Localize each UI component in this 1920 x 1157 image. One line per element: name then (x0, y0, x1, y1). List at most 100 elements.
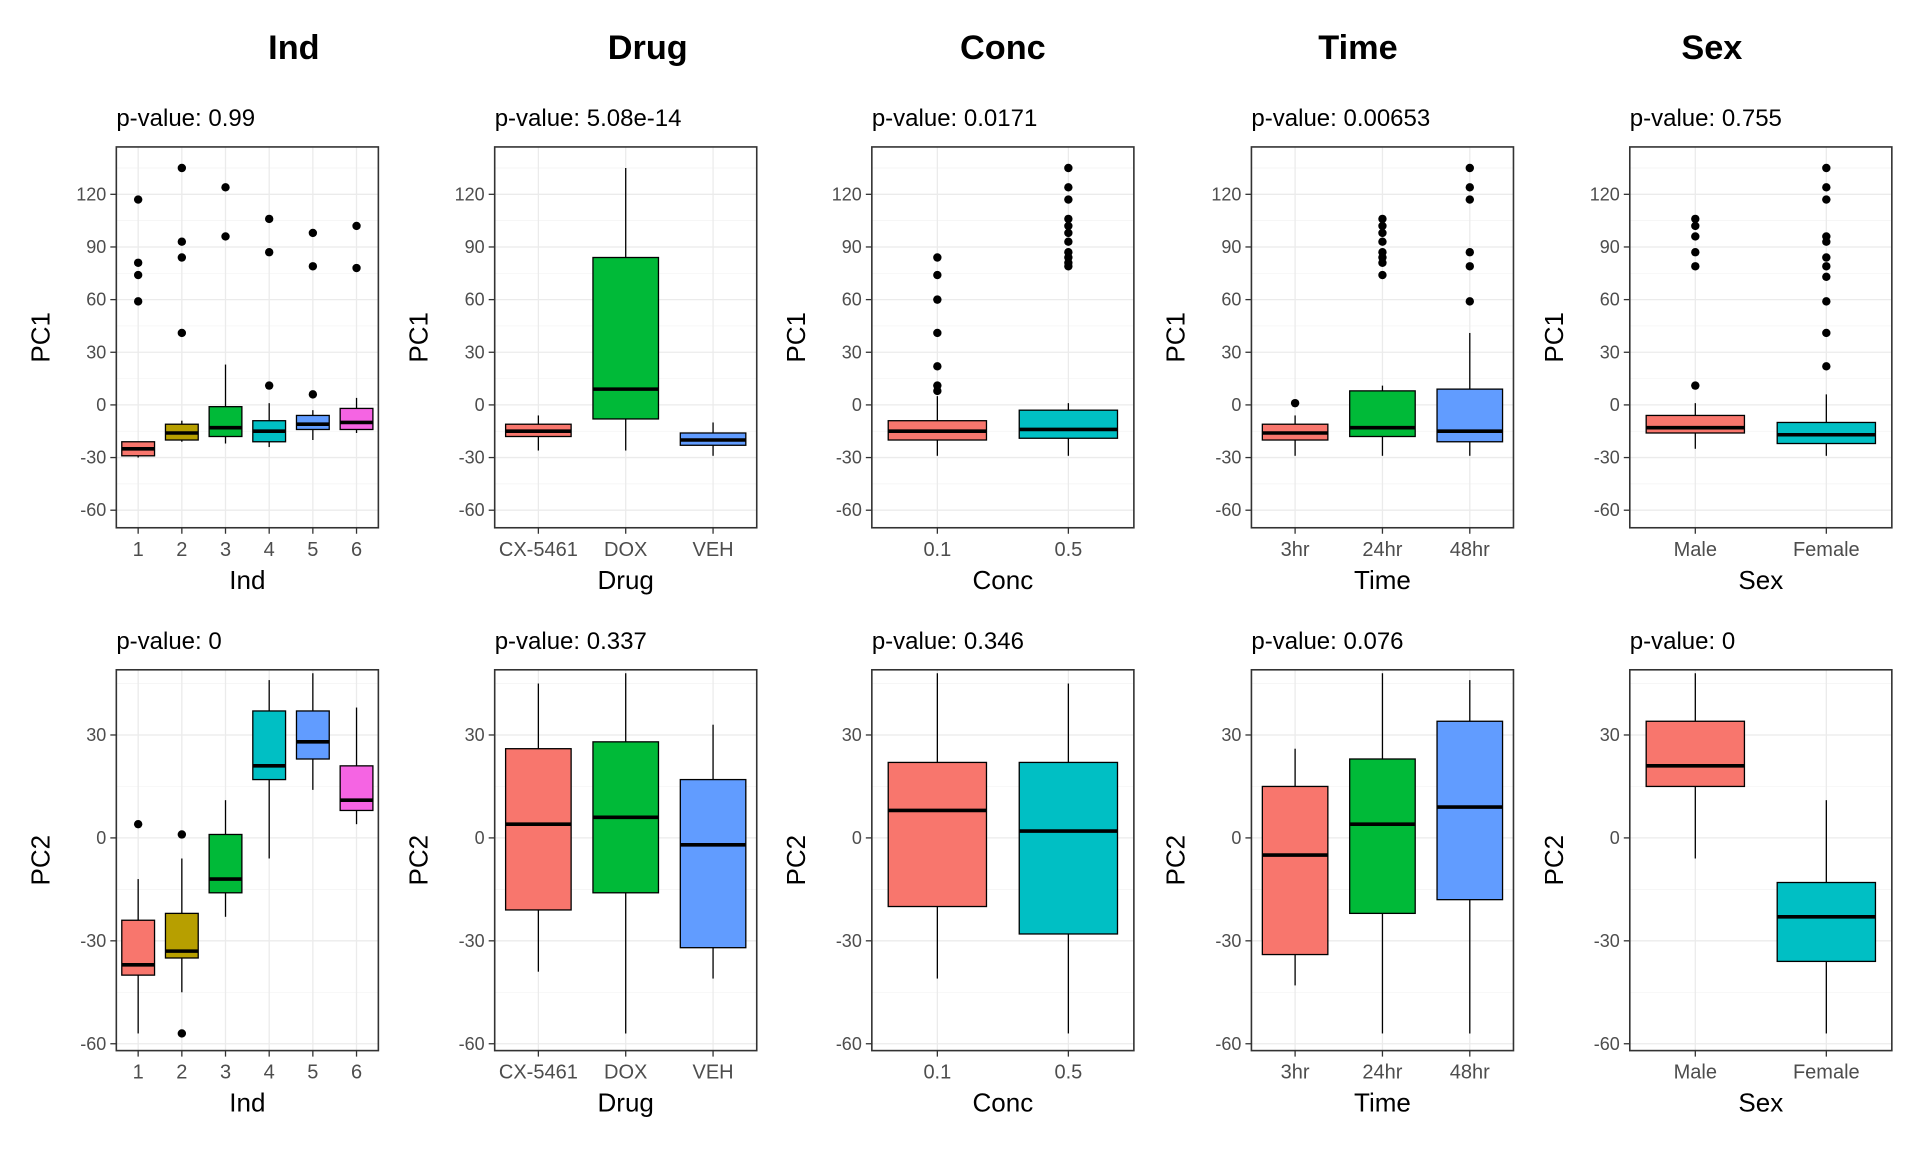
box-body (887, 761, 988, 908)
x-tick-label: 24hr (1362, 539, 1402, 561)
x-axis-title: Drug (598, 1088, 654, 1118)
y-tick-label: -60 (836, 500, 862, 520)
box-2 (164, 830, 199, 1038)
y-axis: -60 -30 0 30 60 90 120 (1590, 184, 1630, 520)
y-tick-label: 0 (96, 828, 106, 848)
y-axis: -60 -30 0 30 (1594, 725, 1630, 1054)
y-tick-label: -30 (459, 931, 485, 951)
y-tick-label: 60 (86, 290, 106, 310)
box-5 (295, 228, 330, 441)
y-tick-label: 30 (842, 725, 862, 745)
y-axis-title: PC2 (25, 835, 55, 886)
panel-background (116, 146, 379, 528)
outlier-point (1822, 163, 1831, 173)
y-tick-label: -60 (459, 1034, 485, 1054)
y-tick-label: 120 (1211, 184, 1241, 204)
x-axis: Male Female (1674, 1050, 1860, 1084)
y-tick-label: -30 (1594, 931, 1620, 951)
x-axis-title: Conc (973, 1088, 1034, 1118)
x-tick-label: Female (1793, 1062, 1860, 1084)
outlier-point (177, 253, 187, 262)
y-axis-title: PC1 (404, 312, 434, 363)
outlier-point (933, 328, 942, 338)
y-axis-title: PC2 (1160, 835, 1190, 886)
y-tick-label: 120 (832, 184, 862, 204)
y-tick-label: -60 (459, 500, 485, 520)
y-tick-label: 0 (1610, 395, 1620, 415)
x-axis-title: Ind (229, 565, 265, 595)
column-title-conc: Conc (960, 29, 1046, 67)
y-tick-label: -60 (1594, 500, 1620, 520)
x-axis: 3hr 24hr 48hr (1281, 527, 1490, 561)
outlier-point (1064, 183, 1073, 192)
x-axis-title: Conc (973, 565, 1034, 595)
y-tick-label: 30 (1600, 725, 1620, 745)
outlier-point (1822, 328, 1831, 338)
x-tick-label: 5 (307, 1062, 318, 1084)
panel-border (1628, 146, 1893, 529)
x-tick-label: 0.5 (1054, 1062, 1082, 1084)
outlier-point (221, 232, 230, 241)
x-axis-title: Sex (1738, 1088, 1783, 1118)
box-24hr (1349, 214, 1416, 456)
box-1 (121, 195, 156, 458)
outlier-point (1064, 262, 1073, 271)
box-body (121, 919, 156, 976)
box-veh (679, 422, 747, 456)
y-tick-label: 120 (455, 184, 485, 204)
outlier-point (1465, 163, 1474, 173)
outlier-point (177, 237, 187, 246)
panel-border (1628, 668, 1893, 1052)
y-axis-title: PC2 (404, 835, 434, 886)
outlier-point (308, 262, 318, 271)
outlier-point (1064, 195, 1073, 204)
box-24hr (1349, 673, 1416, 1034)
x-tick-label: CX-5461 (499, 539, 578, 561)
panel-subtitle: p-value: 0.99 (116, 105, 255, 132)
outlier-point (1465, 183, 1474, 192)
y-tick-label: 0 (852, 828, 862, 848)
outlier-point (177, 1029, 187, 1038)
panel-pc1-sex: -60 -30 0 30 60 90 120 Male Female p-value: 0.755… (1539, 105, 1893, 595)
x-tick-label: 24hr (1362, 1062, 1402, 1084)
y-tick-label: -30 (1215, 931, 1241, 951)
box-body (1776, 881, 1877, 963)
x-tick-label: 48hr (1450, 1062, 1490, 1084)
box-body (1349, 758, 1416, 915)
box-body (1018, 761, 1119, 935)
y-tick-label: 60 (1221, 290, 1241, 310)
outlier-point (1378, 258, 1387, 267)
outlier-point (1822, 272, 1831, 282)
y-axis-title: PC2 (781, 835, 811, 886)
x-axis-title: Ind (229, 1088, 265, 1118)
y-tick-label: 90 (465, 237, 485, 257)
x-tick-label: 0.1 (923, 1062, 951, 1084)
box-body (504, 748, 572, 911)
y-axis: -60 -30 0 30 60 90 120 (76, 184, 117, 520)
y-axis: -60 -30 0 30 (459, 725, 495, 1054)
x-tick-label: 6 (351, 1062, 362, 1084)
grid-lines (116, 146, 379, 528)
outlier-point (1465, 262, 1474, 271)
x-axis: 3hr 24hr 48hr (1281, 1050, 1490, 1084)
y-axis: -60 -30 0 30 (1215, 725, 1252, 1054)
box-3 (208, 800, 243, 917)
panel-pc1-time: -60 -30 0 30 60 90 120 3hr 24hr 48hr p-value: 0.00… (1160, 105, 1515, 595)
panel-pc2-drug: -60 -30 0 30 CX-5461 DOX VEH p-value: 0.337 Drug… (404, 628, 758, 1118)
panel-border (493, 668, 758, 1052)
x-axis-title: Drug (598, 565, 654, 595)
panel-subtitle: p-value: 5.08e-14 (495, 105, 682, 132)
y-tick-label: -60 (836, 1034, 862, 1054)
y-tick-label: 30 (1221, 725, 1241, 745)
x-tick-label: VEH (692, 1062, 733, 1084)
panel-subtitle: p-value: 0.337 (495, 628, 647, 655)
y-axis: -60 -30 0 30 60 90 120 (1211, 184, 1252, 520)
x-tick-label: 6 (351, 539, 362, 561)
outlier-point (1064, 163, 1073, 173)
outlier-point (1064, 228, 1073, 238)
box-cx-5461 (504, 683, 572, 972)
box-body (1436, 388, 1504, 443)
y-tick-label: -30 (836, 931, 862, 951)
outlier-point (133, 195, 143, 204)
